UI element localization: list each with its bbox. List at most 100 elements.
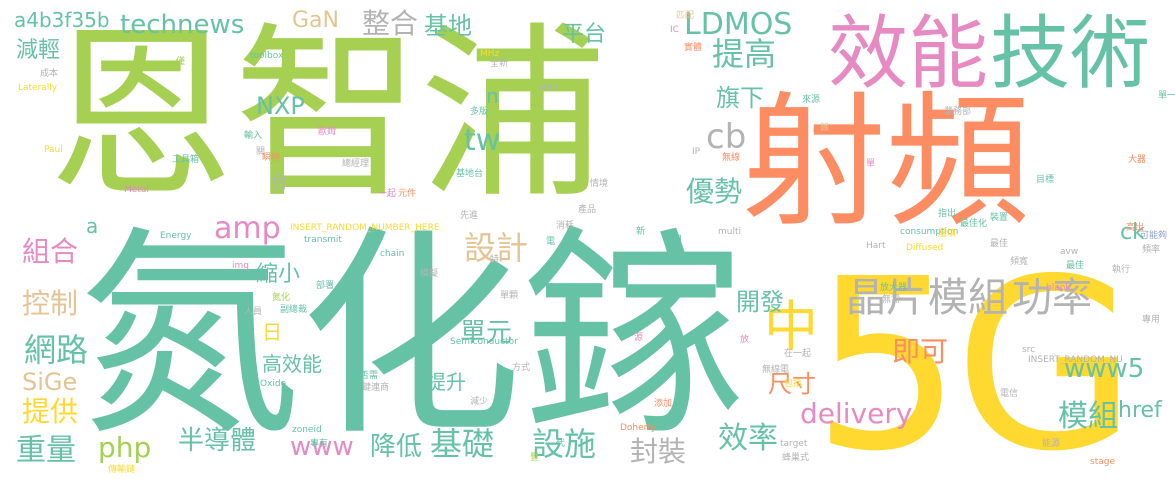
cloud-word-small: 豐 bbox=[530, 453, 540, 463]
cloud-word-high-performance: 高效能 bbox=[262, 352, 322, 376]
cloud-word-small: 來源 bbox=[802, 95, 821, 105]
cloud-word-small: 傳輸鏈 bbox=[108, 465, 136, 475]
cloud-word-small: 新 bbox=[636, 227, 646, 237]
cloud-word-day: 日 bbox=[262, 320, 282, 344]
cloud-word-small: zoneid bbox=[292, 425, 322, 435]
cloud-word-ready: 即可 bbox=[892, 335, 949, 368]
cloud-word-control: 控制 bbox=[22, 287, 79, 320]
cloud-word-small: 專有 bbox=[310, 439, 329, 449]
cloud-word-small: 指出 bbox=[938, 209, 957, 219]
cloud-word-tw: tw bbox=[464, 123, 501, 158]
cloud-word-small: 頻寬 bbox=[1010, 257, 1029, 267]
cloud-word-small: 先進 bbox=[460, 211, 479, 221]
cloud-word-small: 電 bbox=[546, 237, 556, 247]
cloud-word-delivery: delivery bbox=[800, 397, 913, 430]
cloud-word-small: 消耗 bbox=[556, 221, 575, 231]
cloud-word-small: 產品 bbox=[578, 205, 597, 215]
cloud-word-performance: 效能 bbox=[828, 7, 988, 100]
cloud-word-technology: 技術 bbox=[990, 7, 1150, 100]
cloud-word-small: 代 bbox=[556, 439, 566, 449]
cloud-word-package: 封裝 bbox=[630, 435, 687, 468]
cloud-word-small: MHz bbox=[480, 49, 500, 59]
cloud-word-small: 多版 bbox=[470, 107, 489, 117]
cloud-word-small: consumption bbox=[900, 227, 959, 237]
cloud-word-technews: technews bbox=[120, 10, 245, 40]
cloud-word-small: 單一 bbox=[1158, 91, 1175, 101]
cloud-word-small: 電信 bbox=[1000, 389, 1019, 399]
cloud-word-small: Energy bbox=[160, 231, 192, 241]
cloud-word-reduce: 降低 bbox=[370, 432, 423, 462]
cloud-word-small: ohm bbox=[538, 83, 558, 93]
cloud-word-small: 全新 bbox=[490, 59, 509, 69]
cloud-word-enzhipu: 恩智浦 bbox=[48, 6, 607, 223]
cloud-word-base: 基地 bbox=[424, 12, 472, 40]
cloud-word-small: 副總裁 bbox=[280, 305, 308, 315]
cloud-word-hash: a4b3f35b bbox=[14, 8, 110, 32]
cloud-word-small: 單 bbox=[866, 159, 876, 169]
cloud-word-small: 否需 bbox=[360, 371, 379, 381]
cloud-word-small: 最佳化 bbox=[960, 219, 988, 229]
cloud-word-shrink: 縮小 bbox=[256, 262, 301, 287]
cloud-word-www5: www5 bbox=[1064, 354, 1145, 384]
cloud-word-sige: SiGe bbox=[22, 368, 78, 396]
cloud-word-php: php bbox=[98, 431, 152, 464]
cloud-word-improve: 提高 bbox=[712, 35, 777, 73]
cloud-word-small: 放大器 bbox=[880, 283, 908, 293]
cloud-word-small: img bbox=[232, 261, 249, 271]
cloud-word-small: 僅 bbox=[176, 57, 186, 67]
cloud-word-small: 特 bbox=[490, 255, 500, 265]
cloud-word-network: 網路 bbox=[24, 331, 89, 369]
cloud-word-amp: amp bbox=[214, 211, 281, 246]
cloud-word-www: www bbox=[290, 432, 354, 462]
cloud-word-gan: GaN bbox=[292, 8, 339, 33]
cloud-word-ldmos: LDMOS bbox=[684, 7, 793, 42]
cloud-word-small: 監控 bbox=[260, 39, 279, 49]
cloud-word-platform: 平台 bbox=[562, 22, 607, 47]
cloud-word-facility: 設施 bbox=[532, 425, 597, 463]
cloud-word-small: 總經理 bbox=[342, 159, 370, 169]
cloud-word-chip: 晶片 bbox=[846, 275, 926, 321]
cloud-word-size: 尺寸 bbox=[768, 370, 816, 398]
cloud-word-small: 部署 bbox=[316, 281, 335, 291]
cloud-word-small: target bbox=[780, 439, 808, 449]
cloud-word-advantage: 優勢 bbox=[686, 175, 743, 208]
cloud-word-unit: 單元 bbox=[460, 318, 513, 348]
cloud-word-small: 模擬 bbox=[420, 269, 439, 279]
cloud-word-small: 包括 bbox=[784, 379, 803, 389]
cloud-word-weight: 重量 bbox=[16, 433, 76, 468]
cloud-word-combination: 組合 bbox=[22, 235, 79, 268]
cloud-word-small: 瞬時 bbox=[262, 153, 281, 163]
cloud-word-small: 一起 bbox=[378, 189, 397, 199]
cloud-word-small: 歐姆 bbox=[318, 127, 337, 137]
cloud-word-small: 執行 bbox=[1112, 265, 1131, 275]
cloud-word-small: Hart bbox=[866, 241, 886, 251]
cloud-word-lighten: 減輕 bbox=[16, 38, 61, 63]
cloud-word-taiwan: 台 bbox=[270, 172, 288, 193]
cloud-word-small: 氮化 bbox=[272, 293, 291, 303]
cloud-word-small: 輸入 bbox=[244, 131, 263, 141]
cloud-word-foundation: 基礎 bbox=[430, 425, 495, 463]
cloud-word-small: 錄 bbox=[820, 123, 830, 133]
cloud-word-gallium-nitride: 氮化鎵 bbox=[78, 208, 744, 466]
cloud-word-small: chain bbox=[380, 249, 405, 259]
cloud-word-small: Metal bbox=[124, 185, 149, 195]
cloud-word-a: a bbox=[86, 214, 99, 238]
cloud-word-small: 源 bbox=[634, 333, 644, 343]
cloud-word-nxp: NXP bbox=[256, 92, 305, 120]
cloud-word-small: 採用 bbox=[664, 235, 683, 245]
cloud-word-semiconductor: 半導體 bbox=[178, 426, 257, 456]
cloud-word-href: href bbox=[1118, 398, 1162, 423]
cloud-word-small: 人員 bbox=[244, 307, 263, 317]
cloud-word-power: 功率 bbox=[1012, 275, 1092, 321]
cloud-word-small: 基地台 bbox=[456, 169, 484, 179]
cloud-word-small: avw bbox=[1060, 247, 1079, 257]
cloud-word-small: 無線 bbox=[722, 153, 741, 163]
cloud-word-small: 屬填 bbox=[938, 229, 957, 239]
cloud-word-small: INSERT_RANDOM_NU bbox=[1028, 355, 1123, 365]
cloud-word-flagship: 旗下 bbox=[716, 84, 764, 112]
cloud-word-small: Semiconductor bbox=[450, 337, 518, 347]
cloud-word-small: Paul bbox=[44, 145, 63, 155]
cloud-word-small: stage bbox=[1090, 457, 1115, 467]
cloud-word-small: 能源 bbox=[1042, 439, 1061, 449]
cloud-word-small: 專用 bbox=[1142, 315, 1161, 325]
